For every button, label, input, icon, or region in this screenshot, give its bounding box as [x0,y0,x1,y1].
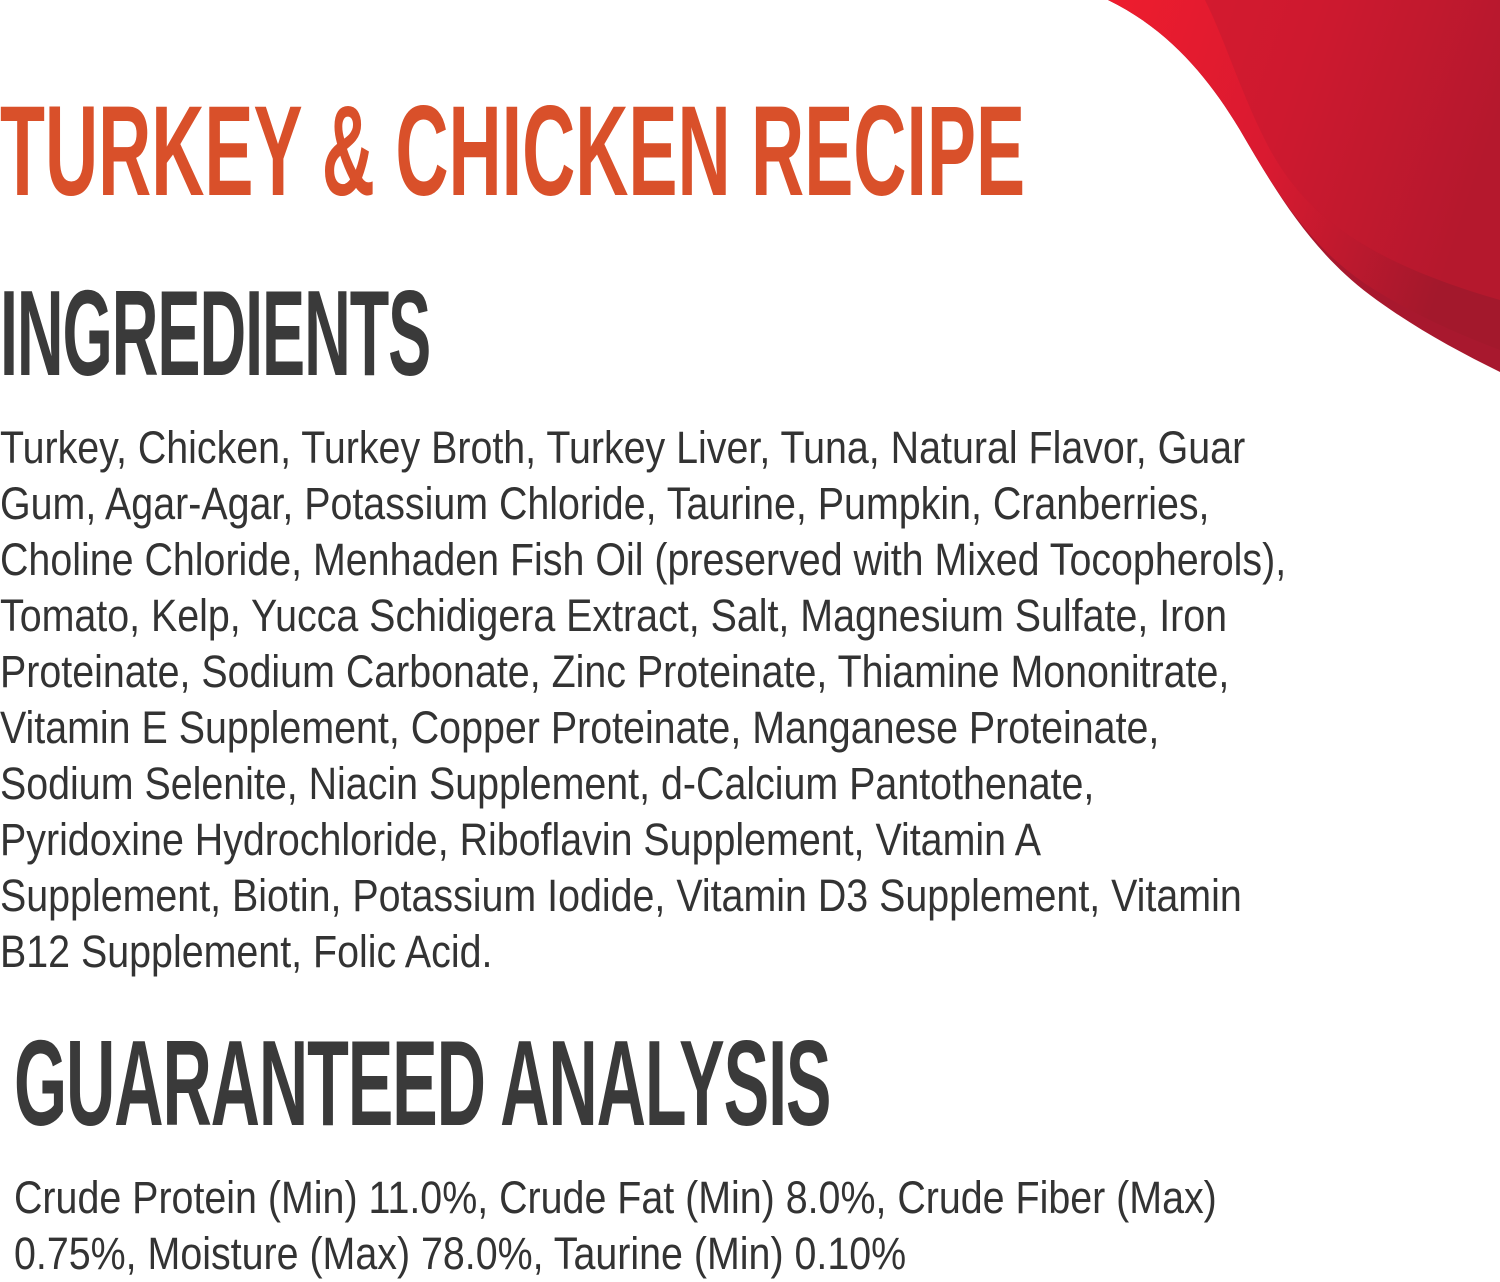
ingredients-line: Choline Chloride, Menhaden Fish Oil (pre… [0,534,1287,585]
guaranteed-analysis-text: Crude Protein (Min) 11.0%, Crude Fat (Mi… [14,1170,1389,1282]
recipe-title: TURKEY & CHICKEN RECIPE [0,80,1026,223]
ingredients-line: Proteinate, Sodium Carbonate, Zinc Prote… [0,646,1230,697]
ingredients-line: Turkey, Chicken, Turkey Broth, Turkey Li… [0,422,1246,473]
ingredients-line: Sodium Selenite, Niacin Supplement, d-Ca… [0,758,1095,809]
guaranteed-analysis-heading: GUARANTEED ANALYSIS [14,1015,831,1151]
ingredients-heading: INGREDIENTS [0,265,431,401]
ingredients-list: Turkey, Chicken, Turkey Broth, Turkey Li… [0,420,1470,980]
ingredients-line: Gum, Agar-Agar, Potassium Chloride, Taur… [0,478,1210,529]
ingredients-line: Supplement, Biotin, Potassium Iodide, Vi… [0,870,1242,921]
ingredients-line: Tomato, Kelp, Yucca Schidigera Extract, … [0,590,1228,641]
ingredients-line: Vitamin E Supplement, Copper Proteinate,… [0,702,1160,753]
analysis-line: Crude Protein (Min) 11.0%, Crude Fat (Mi… [14,1172,1217,1223]
analysis-line: 0.75%, Moisture (Max) 78.0%, Taurine (Mi… [14,1228,907,1279]
ingredients-line: Pyridoxine Hydrochloride, Riboflavin Sup… [0,814,1042,865]
ingredients-line: B12 Supplement, Folic Acid. [0,926,493,977]
